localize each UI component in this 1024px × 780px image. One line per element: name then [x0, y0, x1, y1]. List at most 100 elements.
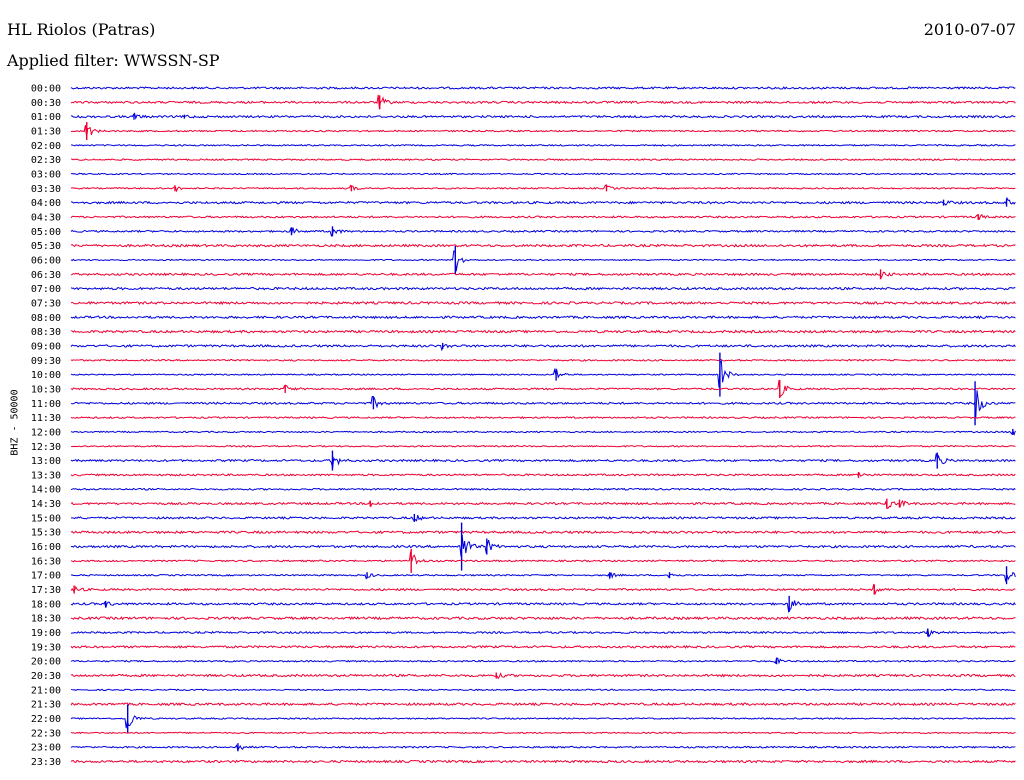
time-tick-label: 10:30 [31, 384, 61, 395]
seismogram-trace [70, 744, 1016, 752]
time-tick-label: 04:30 [31, 212, 61, 223]
time-tick-label: 06:30 [31, 270, 61, 281]
seismogram-trace [70, 731, 1016, 735]
time-tick-label: 03:00 [31, 169, 61, 180]
time-tick-label: 17:00 [31, 571, 61, 582]
time-tick-label: 00:30 [31, 98, 61, 109]
seismogram-trace [70, 571, 1016, 582]
seismogram-trace [70, 125, 1016, 138]
seismogram-trace [70, 344, 1016, 352]
seismogram-trace [70, 499, 1016, 509]
seismogram-trace [70, 416, 1016, 420]
seismogram-trace [70, 359, 1016, 388]
time-tick-label: 14:00 [31, 485, 61, 496]
seismogram-trace [70, 315, 1016, 320]
seismogram-trace [70, 243, 1016, 248]
time-tick-label: 17:30 [31, 585, 61, 596]
time-tick-label: 23:30 [31, 757, 61, 768]
seismogram-trace [70, 534, 1016, 557]
time-tick-label: 12:00 [31, 427, 61, 438]
seismogram-trace [70, 286, 1016, 291]
time-tick-label: 20:00 [31, 657, 61, 668]
time-tick-label: 22:30 [31, 728, 61, 739]
seismogram-trace [70, 250, 1016, 272]
time-tick-label: 23:00 [31, 743, 61, 754]
time-tick-label: 04:00 [31, 198, 61, 209]
station-title: HL Riolos (Patras) [7, 20, 156, 39]
time-tick-label: 09:00 [31, 341, 61, 352]
seismogram-trace [70, 688, 1016, 692]
seismogram-trace [70, 183, 1016, 193]
time-tick-label: 18:00 [31, 599, 61, 610]
seismogram-trace [70, 429, 1016, 436]
seismogram-trace [70, 196, 1016, 206]
seismogram-trace [70, 759, 1016, 764]
seismogram-trace [70, 583, 1016, 595]
time-tick-label: 11:30 [31, 413, 61, 424]
record-date: 2010-07-07 [923, 20, 1016, 39]
time-tick-label: 15:30 [31, 528, 61, 539]
seismogram-trace [70, 143, 1016, 147]
time-tick-label: 05:30 [31, 241, 61, 252]
seismogram-trace [70, 172, 1016, 176]
seismogram-trace [70, 112, 1016, 120]
time-tick-label: 21:00 [31, 685, 61, 696]
seismogram-trace [70, 616, 1016, 621]
time-tick-label: 06:00 [31, 255, 61, 266]
time-tick-label: 14:30 [31, 499, 61, 510]
time-tick-label: 16:30 [31, 556, 61, 567]
seismogram-trace [70, 227, 1016, 238]
time-tick-label: 01:30 [31, 126, 61, 137]
seismogram-trace [70, 644, 1016, 649]
seismogram-trace [70, 515, 1016, 522]
time-tick-label: 08:00 [31, 313, 61, 324]
time-tick-label: 21:30 [31, 700, 61, 711]
time-tick-label: 03:30 [31, 184, 61, 195]
time-tick-label: 16:00 [31, 542, 61, 553]
time-tick-label: 15:00 [31, 513, 61, 524]
applied-filter: Applied filter: WWSSN-SP [7, 51, 220, 70]
seismogram-trace [70, 600, 1016, 614]
seismogram-trace [70, 551, 1016, 565]
time-tick-label: 00:00 [31, 84, 61, 95]
seismogram-trace [70, 657, 1016, 665]
time-tick-label: 19:30 [31, 642, 61, 653]
time-tick-label: 05:00 [31, 227, 61, 238]
time-tick-label: 18:30 [31, 614, 61, 625]
seismogram-trace [70, 628, 1016, 638]
time-tick-label: 10:00 [31, 370, 61, 381]
time-tick-label: 11:00 [31, 399, 61, 410]
time-tick-label: 02:30 [31, 155, 61, 166]
time-tick-label: 01:00 [31, 112, 61, 123]
seismogram-trace [70, 444, 1016, 448]
time-tick-label: 13:30 [31, 470, 61, 481]
time-tick-label: 02:00 [31, 141, 61, 152]
seismogram-trace [70, 390, 1016, 418]
seismogram-trace [70, 530, 1016, 535]
seismogram-trace [70, 358, 1016, 362]
seismogram-trace [70, 702, 1016, 707]
time-tick-label: 07:30 [31, 298, 61, 309]
seismogram-trace [70, 158, 1016, 162]
seismogram-trace [70, 300, 1016, 306]
seismogram-trace [70, 329, 1016, 334]
time-tick-label: 22:00 [31, 714, 61, 725]
time-tick-label: 13:00 [31, 456, 61, 467]
seismogram-trace [70, 672, 1016, 680]
time-tick-label: 20:30 [31, 671, 61, 682]
time-tick-label: 09:30 [31, 356, 61, 367]
time-tick-label: 08:30 [31, 327, 61, 338]
seismogram-trace [70, 380, 1016, 398]
seismogram-trace [70, 472, 1016, 477]
seismogram-trace [70, 715, 1016, 729]
time-tick-label: 07:00 [31, 284, 61, 295]
seismogram-trace [70, 271, 1016, 280]
seismogram-trace [70, 487, 1016, 491]
seismogram-trace [70, 94, 1016, 110]
time-tick-label: 19:00 [31, 628, 61, 639]
seismogram-trace [70, 213, 1016, 221]
time-tick-label: 12:30 [31, 442, 61, 453]
seismogram-trace [70, 86, 1016, 90]
